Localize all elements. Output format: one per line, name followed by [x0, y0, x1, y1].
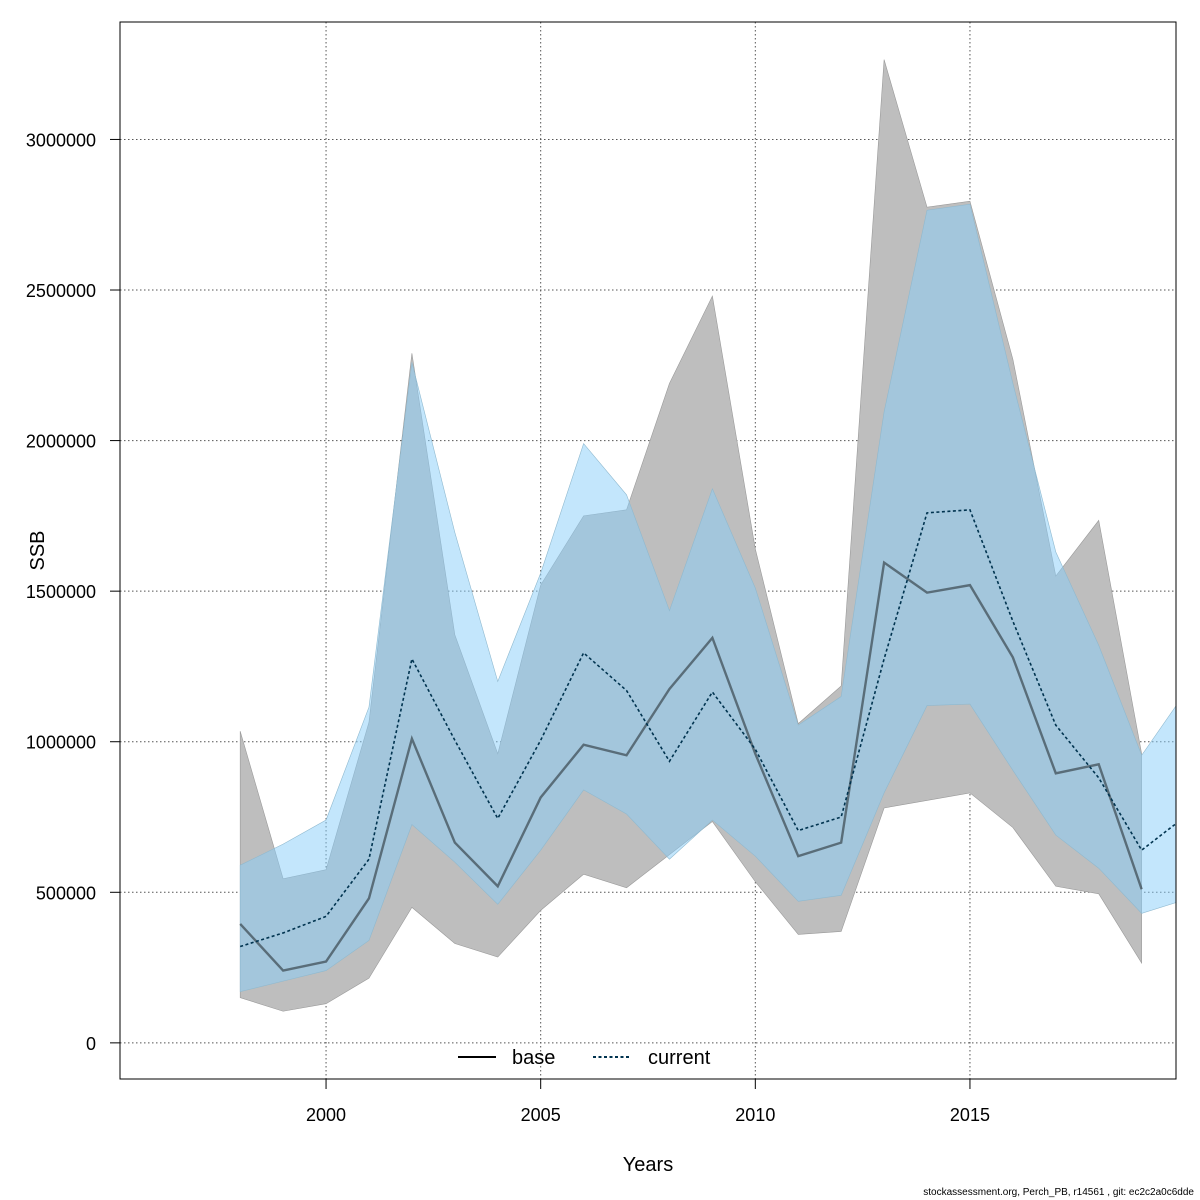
footer-text: stockassessment.org, Perch_PB, r14561 , …	[923, 1187, 1194, 1198]
line-current	[239, 509, 1176, 948]
legend-base-label: base	[512, 1047, 555, 1069]
y-axis-title: SSB	[27, 530, 49, 570]
y-tick-label-3000000: 3000000	[26, 130, 96, 150]
y-tick-label-0: 0	[86, 1034, 96, 1054]
legend-current-label: current	[648, 1047, 711, 1069]
x-tick-label-2015: 2015	[950, 1105, 990, 1125]
x-tick-label-2005: 2005	[521, 1105, 561, 1125]
y-axis: 0 500000 1000000 1500000 2000000 2500000 30000…	[26, 130, 120, 1054]
y-tick-label-500000: 500000	[36, 883, 96, 903]
x-axis-title: Years	[623, 1154, 673, 1176]
band-current	[239, 203, 1176, 993]
x-tick-label-2010: 2010	[735, 1105, 775, 1125]
y-tick-label-2500000: 2500000	[26, 281, 96, 301]
series-lines	[239, 509, 1176, 972]
x-tick-label-2000: 2000	[306, 1105, 346, 1125]
confidence-bands	[239, 59, 1176, 1012]
x-axis: 2000 2005 2010 2015	[306, 1079, 990, 1125]
y-tick-label-2000000: 2000000	[26, 432, 96, 452]
y-tick-label-1500000: 1500000	[26, 582, 96, 602]
plot-frame	[119, 21, 1177, 1080]
legend: base current	[458, 1047, 711, 1069]
y-tick-label-1000000: 1000000	[26, 733, 96, 753]
line-base	[239, 560, 1143, 972]
